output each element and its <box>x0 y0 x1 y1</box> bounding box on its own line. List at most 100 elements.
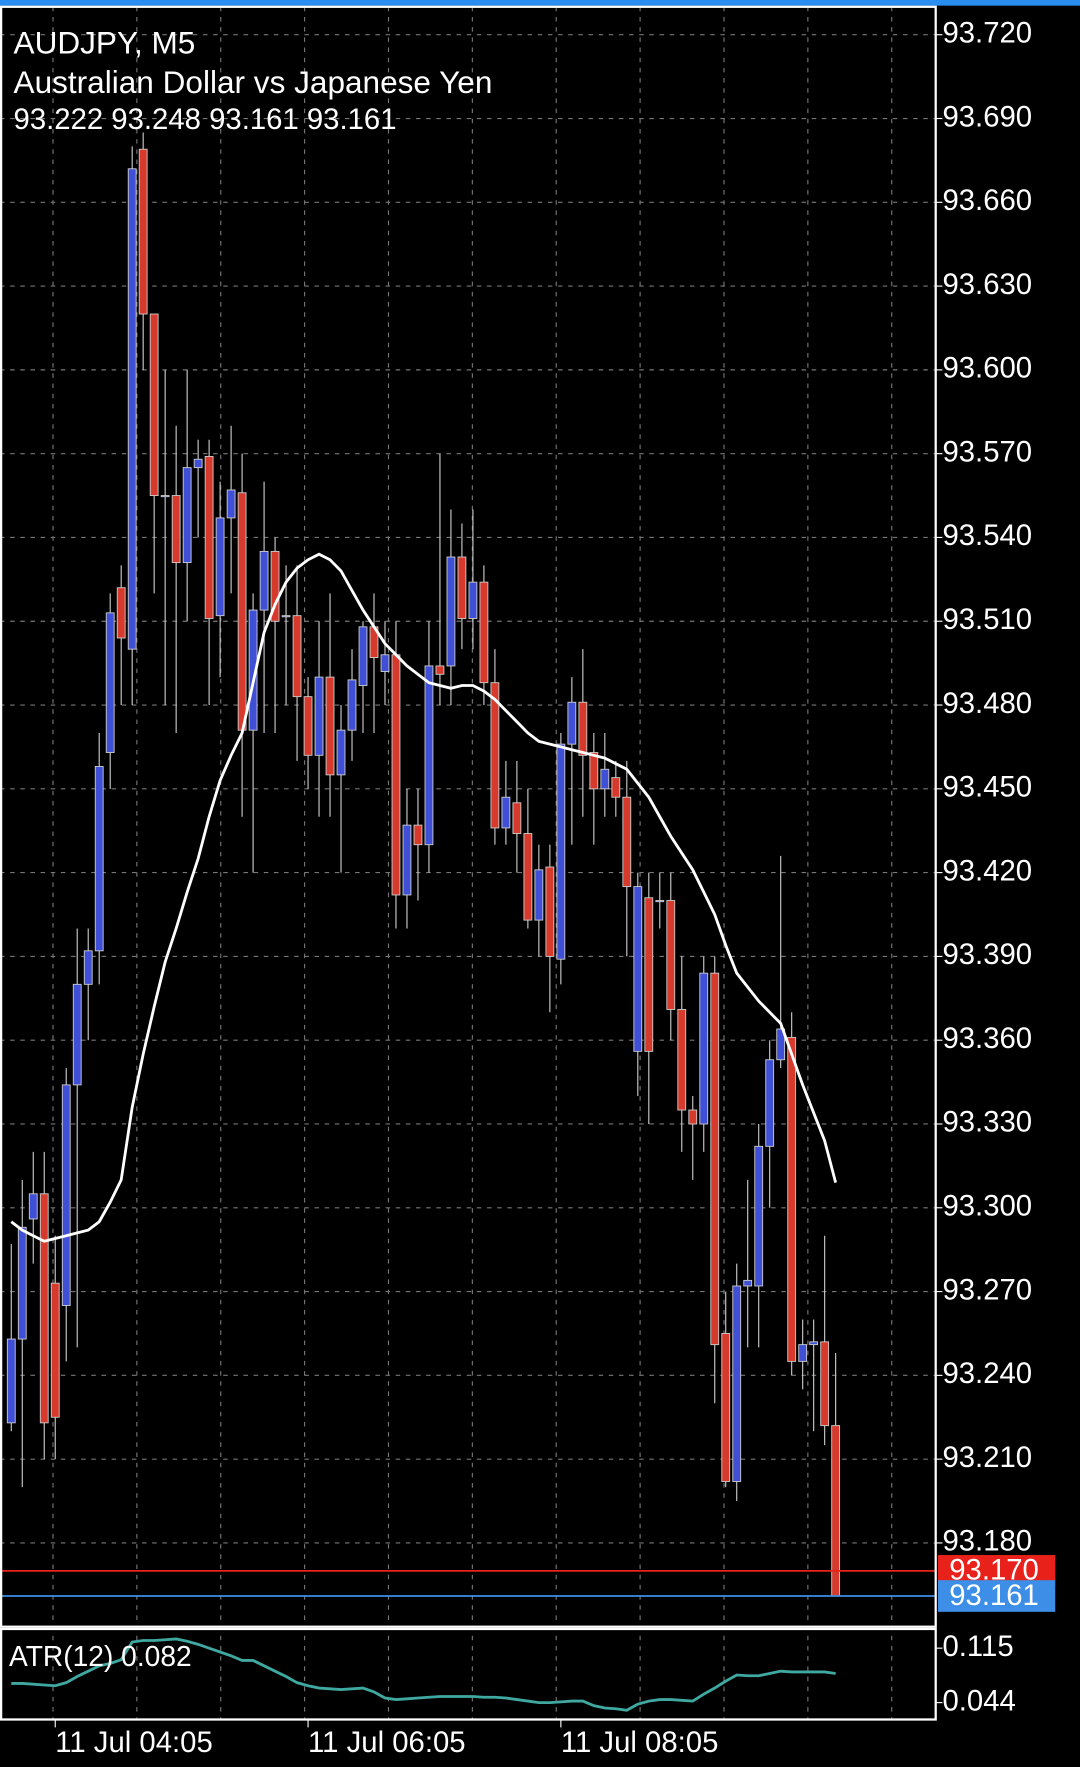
x-tick-label: 11 Jul 04:05 <box>55 1726 213 1759</box>
marks <box>0 132 936 1712</box>
candle-body <box>336 729 346 776</box>
candle-body <box>501 796 511 829</box>
y-tick-label: 93.450 <box>942 771 1032 804</box>
candle-body <box>325 676 335 776</box>
y-tick-label: 93.420 <box>942 854 1032 887</box>
top-bar <box>0 0 1080 6</box>
candle-body <box>545 866 555 957</box>
candle-body <box>446 556 456 667</box>
candle-body <box>127 168 137 650</box>
candle-body <box>380 654 390 672</box>
candle-body <box>787 1036 797 1362</box>
candle-body <box>556 743 566 960</box>
y-tick-label: 93.570 <box>942 435 1032 468</box>
candle-body <box>699 972 709 1125</box>
candle-body <box>633 886 643 1052</box>
candle-body <box>765 1059 775 1147</box>
candle-body <box>193 458 203 469</box>
candle-body <box>182 467 192 564</box>
candle-body <box>600 768 610 790</box>
moving-average <box>10 552 838 1243</box>
y-tick-label: 93.510 <box>942 603 1032 636</box>
candle-body <box>710 972 720 1346</box>
candle-body <box>567 701 577 745</box>
candle-body <box>237 492 247 731</box>
candle-body <box>688 1109 698 1125</box>
candle-body <box>644 897 654 1052</box>
candle-body <box>512 802 522 834</box>
candle-body <box>138 148 148 315</box>
y-tick-label: 93.480 <box>942 687 1032 720</box>
candle-body <box>28 1193 38 1220</box>
candle-body <box>402 824 412 896</box>
candle-body <box>677 1009 687 1111</box>
candle-body <box>666 900 676 1010</box>
candle-body <box>281 615 291 618</box>
atr-frame <box>0 1627 937 1721</box>
atr-line <box>11 1637 836 1712</box>
candle-body <box>435 665 445 675</box>
ohlc-readout: 93.222 93.248 93.161 93.161 <box>14 103 397 136</box>
y-tick-label: 93.330 <box>942 1106 1032 1139</box>
candle-body <box>72 983 82 1086</box>
candle-body <box>732 1285 742 1482</box>
y-tick-label: 0.115 <box>942 1630 1013 1663</box>
candle-body <box>424 665 434 846</box>
candle-body <box>655 900 665 903</box>
candle-body <box>721 1333 731 1482</box>
main-frame <box>0 5 937 1628</box>
atr-label: ATR(12) 0.082 <box>9 1640 192 1672</box>
candle-body <box>754 1145 764 1287</box>
candle-body <box>622 796 632 888</box>
candle-body <box>116 587 126 639</box>
candle-body <box>314 676 324 756</box>
candle-body <box>479 581 489 684</box>
y-tick-label: 93.240 <box>942 1357 1032 1390</box>
y-tick-label: 0.044 <box>942 1684 1015 1717</box>
candle-body <box>50 1282 60 1418</box>
candle-body <box>259 550 269 611</box>
y-tick-label: 93.660 <box>942 184 1032 217</box>
candle-body <box>61 1084 71 1306</box>
candle-body <box>94 766 104 952</box>
candle-body <box>358 626 368 686</box>
candle-body <box>589 752 599 790</box>
candle-body <box>160 495 170 498</box>
candle-body <box>105 612 115 753</box>
y-tick-label: 93.270 <box>942 1273 1032 1306</box>
candle-body <box>743 1279 753 1287</box>
y-tick-label: 93.720 <box>942 16 1032 49</box>
candle-body <box>534 869 544 921</box>
y-tick-label: 93.300 <box>942 1189 1032 1222</box>
candle-body <box>39 1193 49 1424</box>
x-tick-label: 11 Jul 06:05 <box>308 1726 466 1759</box>
candle-body <box>17 1226 27 1340</box>
candle-body <box>83 950 93 985</box>
candle-body <box>292 615 302 698</box>
candle-body <box>204 456 214 619</box>
candle-body <box>303 696 313 756</box>
candle-body <box>347 679 357 731</box>
candle-body <box>391 654 401 896</box>
candle-body <box>798 1344 808 1362</box>
y-tick-label: 93.360 <box>942 1022 1032 1055</box>
symbol-title: AUDJPY, M5 <box>14 25 196 61</box>
symbol-description: Australian Dollar vs Japanese Yen <box>14 64 493 100</box>
candle-body <box>578 701 588 756</box>
candle-body <box>6 1338 16 1424</box>
x-tick-label: 11 Jul 08:05 <box>561 1726 719 1759</box>
candle-body <box>820 1341 830 1427</box>
candle-body <box>226 489 236 519</box>
candle-body <box>809 1341 819 1346</box>
candle-body <box>171 495 181 564</box>
candle-body <box>776 1028 786 1061</box>
y-tick-label: 93.210 <box>942 1441 1032 1474</box>
candle-body <box>611 777 621 798</box>
price-tag <box>937 1580 1056 1612</box>
y-tick-label: 93.630 <box>942 268 1032 301</box>
y-tick-label: 93.690 <box>942 100 1032 133</box>
y-tick-label: 93.180 <box>942 1525 1032 1558</box>
candle-body <box>413 824 423 846</box>
candle-body <box>468 581 478 619</box>
candle-body <box>270 550 280 622</box>
